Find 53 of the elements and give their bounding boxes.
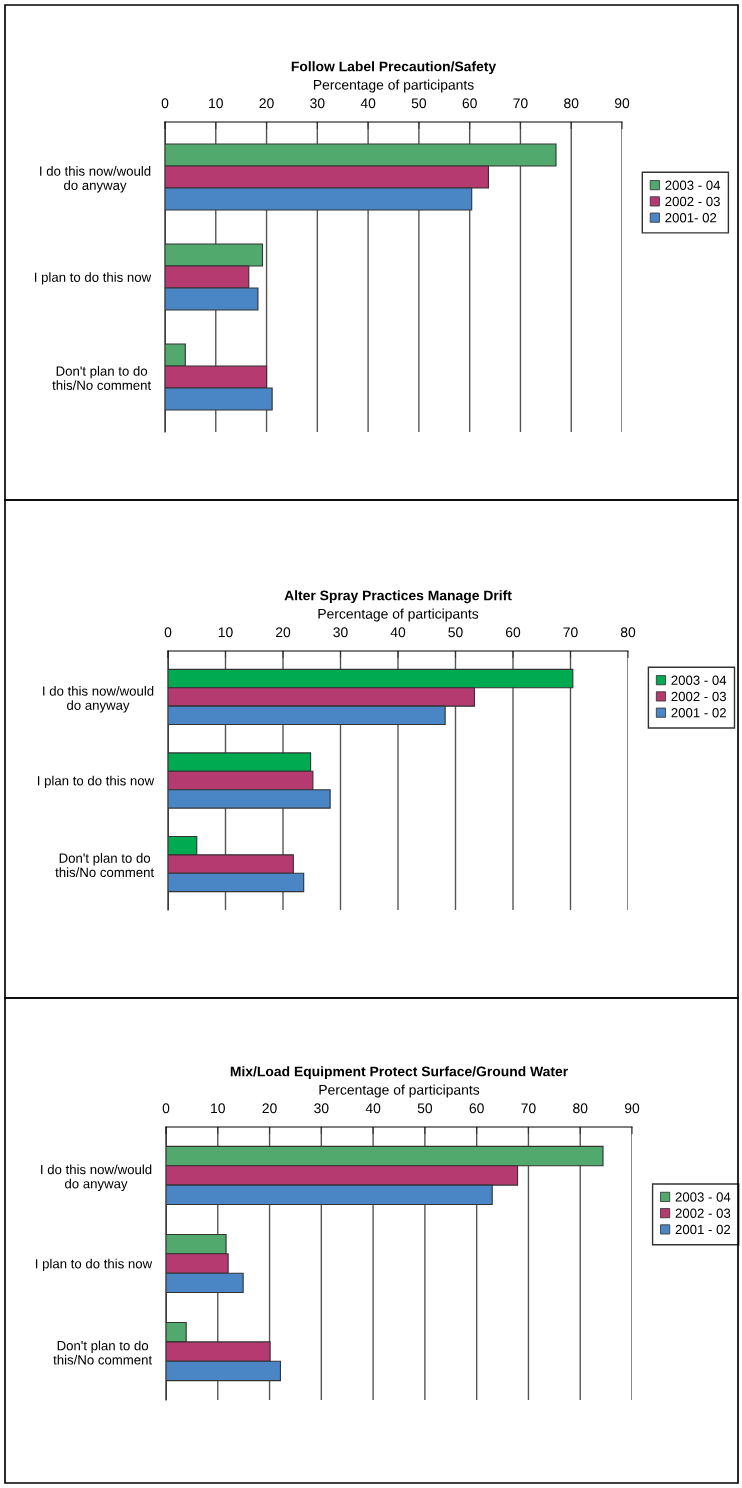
legend-label: 2002 - 03: [671, 691, 726, 702]
x-tick-label: 30: [314, 1103, 329, 1114]
y-tick-label: I do this now/would do anyway: [41, 1164, 152, 1192]
x-tick-label: 20: [275, 627, 291, 638]
y-tick-label: I do this now/would do anyway: [40, 166, 151, 193]
x-tick-label: 30: [333, 627, 348, 638]
x-tick-label: 10: [209, 98, 223, 109]
x-tick-label: 80: [564, 98, 579, 109]
x-tick-label: 60: [469, 1103, 484, 1114]
y-tick-label: I plan to do this now: [34, 272, 152, 285]
x-tick-label: 90: [614, 98, 630, 109]
chart-title: Follow Label Precaution/Safety: [291, 61, 497, 75]
x-tick-label: 0: [162, 1103, 170, 1114]
legend-label: 2001- 02: [665, 213, 717, 223]
x-tick-label: 60: [505, 627, 521, 638]
x-tick-label: 40: [390, 627, 406, 638]
y-tick-label: Don't plan to do this/No comment: [53, 1340, 153, 1365]
x-tick-label: 50: [448, 627, 463, 638]
x-tick-label: 50: [411, 98, 427, 109]
x-tick-label: 80: [620, 627, 636, 638]
y-tick-label: I do this now/would do anyway: [43, 686, 154, 713]
x-tick-label: 0: [161, 98, 169, 109]
legend-label: 2001 - 02: [675, 1224, 731, 1235]
legend-label: 2002 - 03: [675, 1208, 731, 1218]
x-tick-label: 20: [259, 98, 274, 109]
y-tick-label: I plan to do this now: [35, 1258, 153, 1272]
y-tick-label: Don't plan to do this/No comment: [52, 366, 152, 390]
x-tick-label: 20: [262, 1103, 277, 1114]
x-tick-label: 60: [462, 98, 477, 109]
x-axis-title: Percentage of participants: [313, 79, 474, 93]
legend-label: 2003 - 04: [675, 1192, 731, 1202]
x-tick-label: 10: [218, 627, 233, 638]
x-axis-title: Percentage of participants: [319, 1084, 480, 1098]
legend-label: 2001 - 02: [671, 708, 726, 718]
chart-title: Alter Spray Practices Manage Drift: [284, 590, 512, 604]
x-tick-label: 70: [513, 98, 528, 109]
x-tick-label: 30: [310, 98, 325, 109]
x-tick-label: 70: [521, 1103, 536, 1114]
x-tick-label: 0: [164, 627, 172, 638]
x-axis-title: Percentage of participants: [318, 608, 479, 622]
chart-title: Mix/Load Equipment Protect Surface/Ground Water: [230, 1066, 568, 1080]
x-tick-label: 50: [417, 1103, 433, 1114]
legend-label: 2002 - 03: [665, 196, 720, 207]
x-tick-label: 70: [563, 627, 578, 638]
y-tick-label: I plan to do this now: [37, 775, 155, 789]
x-tick-label: 40: [360, 98, 376, 109]
x-tick-label: 40: [365, 1103, 381, 1114]
legend-label: 2003 - 04: [665, 180, 721, 190]
x-tick-label: 10: [211, 1103, 225, 1114]
x-tick-label: 90: [624, 1103, 640, 1114]
x-tick-label: 80: [573, 1103, 588, 1114]
legend-label: 2003 - 04: [671, 675, 727, 685]
y-tick-label: Don't plan to do this/No comment: [55, 853, 155, 878]
